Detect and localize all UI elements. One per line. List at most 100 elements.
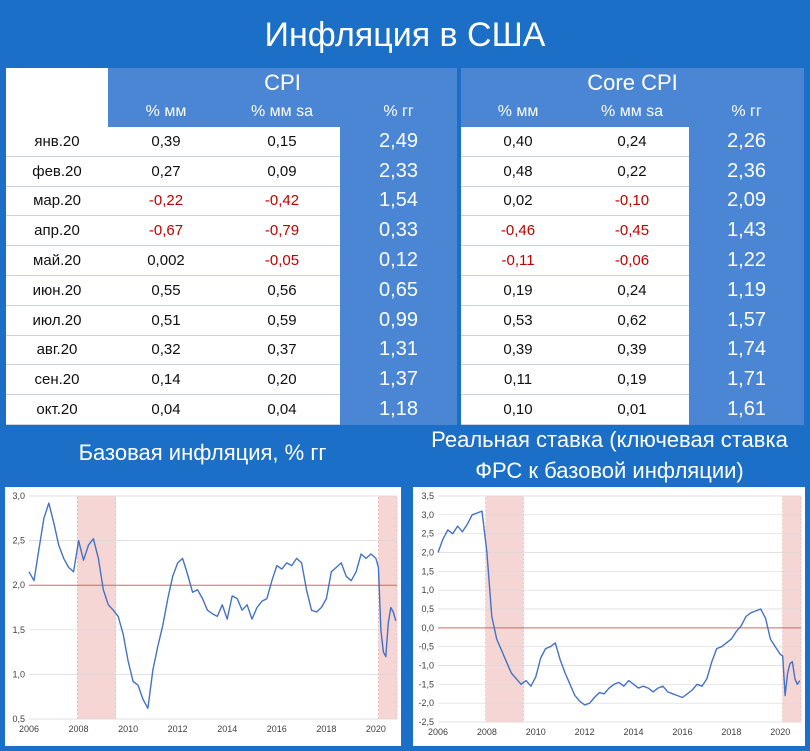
y-tick-label: 0,0: [421, 623, 434, 633]
core-cpi-cell: 2,26: [689, 127, 805, 157]
table-row: май.20 0,002 -0,05 0,12 -0,11 -0,06 1,22: [6, 245, 805, 276]
month-cell: мар.20: [6, 186, 108, 217]
gap-cell: [457, 394, 462, 425]
y-tick-label: 2,5: [421, 529, 434, 539]
y-tick-label: 3,0: [12, 491, 25, 501]
y-tick-label: 2,0: [421, 548, 434, 558]
core-cpi-cell: 2,36: [689, 156, 805, 187]
month-cell: июн.20: [6, 275, 108, 306]
y-tick-label: 0,5: [12, 714, 25, 724]
cpi-cell: 0,37: [224, 335, 340, 366]
core-cpi-cell: 0,39: [461, 335, 576, 366]
cpi-cell: -0,22: [108, 186, 224, 217]
core-cpi-cell: 2,09: [689, 186, 805, 217]
column-header: % мм: [461, 97, 576, 127]
core-cpi-cell: 0,48: [461, 156, 576, 187]
cpi-cell: 0,14: [108, 364, 224, 396]
column-header: % мм: [108, 97, 224, 127]
cpi-cell: 0,55: [108, 275, 224, 306]
x-tick-label: 2010: [526, 727, 546, 737]
gap-cell: [457, 245, 462, 276]
y-tick-label: -1,0: [418, 661, 434, 671]
column-header: % гг: [689, 97, 805, 127]
x-tick-label: 2018: [721, 727, 741, 737]
y-tick-label: 1,5: [12, 625, 25, 635]
gap-cell: [457, 364, 462, 396]
core-cpi-cell: 1,74: [689, 335, 805, 366]
month-cell: май.20: [6, 245, 108, 276]
gap-cell: [457, 275, 462, 306]
core-inflation-chart: 0,5 1,0 1,5 2,0 2,5 3,0 2006 2008 2010 2012 2014 20…: [12, 491, 398, 734]
y-tick-label: 0,5: [421, 604, 434, 614]
month-cell: фев.20: [6, 156, 108, 187]
y-tick-label: 3,5: [421, 491, 434, 501]
core-cpi-cell: 0,39: [575, 335, 690, 366]
x-tick-label: 2008: [477, 727, 497, 737]
core-cpi-cell: -0,46: [461, 215, 576, 247]
cpi-cell: 2,33: [340, 156, 458, 187]
table-row: авг.20 0,32 0,37 1,31 0,39 0,39 1,74: [6, 335, 805, 366]
y-tick-label: 2,0: [12, 580, 25, 590]
y-tick-label: -0,5: [418, 642, 434, 652]
table-row: окт.20 0,04 0,04 1,18 0,10 0,01 1,61: [6, 394, 805, 425]
inflation-table: CPI Core CPI % мм % мм sa % гг % мм % мм…: [6, 68, 805, 425]
x-tick-label: 2016: [672, 727, 692, 737]
y-tick-label: 2,5: [12, 536, 25, 546]
month-cell: апр.20: [6, 215, 108, 247]
y-tick-label: -2,5: [418, 717, 434, 727]
cpi-cell: 0,65: [340, 275, 458, 306]
y-tick-label: 1,5: [421, 566, 434, 576]
month-cell: авг.20: [6, 335, 108, 366]
x-tick-label: 2006: [19, 724, 39, 734]
y-tick-label: 1,0: [12, 669, 25, 679]
y-tick-label: -2,0: [418, 698, 434, 708]
y-tick-label: 3,0: [421, 510, 434, 520]
cpi-cell: 0,12: [340, 245, 458, 276]
cpi-cell: 0,002: [108, 245, 224, 276]
core-cpi-cell: 0,02: [461, 186, 576, 217]
gap-cell: [457, 156, 462, 187]
core-cpi-cell: 1,71: [689, 364, 805, 396]
core-cpi-cell: -0,06: [575, 245, 690, 276]
cpi-cell: -0,67: [108, 215, 224, 247]
core-cpi-cell: -0,45: [575, 215, 690, 247]
y-tick-label: 1,0: [421, 585, 434, 595]
gap-cell: [457, 215, 462, 247]
chart-title-real-rate: Реальная ставка (ключевая ставка ФРС к б…: [431, 427, 788, 483]
cpi-cell: 0,56: [224, 275, 340, 306]
chart-panel-real-rate: -2,5 -2,0 -1,5 -1,0 -0,5 0,0 0,5 1,0 1,5 2,0 2,5 3,…: [413, 487, 805, 746]
chart-title-core-inflation: Базовая инфляция, % гг: [78, 440, 327, 465]
cpi-cell: 2,49: [340, 127, 458, 157]
recession-band: [378, 495, 398, 720]
table-row: мар.20 -0,22 -0,42 1,54 0,02 -0,10 2,09: [6, 186, 805, 217]
core-cpi-cell: 0,24: [575, 275, 690, 306]
core-cpi-cell: 0,22: [575, 156, 690, 187]
gap-cell: [457, 127, 462, 157]
series-line: [28, 502, 397, 710]
cpi-cell: 0,04: [108, 394, 224, 425]
gap-cell: [457, 305, 462, 336]
core-cpi-cell: 1,22: [689, 245, 805, 276]
page-title: Инфляция в США: [264, 16, 546, 54]
column-header: % гг: [340, 97, 458, 127]
cpi-cell: 0,20: [224, 364, 340, 396]
table-row: июн.20 0,55 0,56 0,65 0,19 0,24 1,19: [6, 275, 805, 306]
cpi-cell: 0,32: [108, 335, 224, 366]
real-rate-chart: -2,5 -2,0 -1,5 -1,0 -0,5 0,0 0,5 1,0 1,5 2,0 2,5 3,…: [418, 491, 802, 737]
core-cpi-cell: 0,11: [461, 364, 576, 396]
corner-cell: [6, 68, 108, 97]
cpi-cell: 1,31: [340, 335, 458, 366]
core-cpi-cell: 0,40: [461, 127, 576, 157]
core-cpi-cell: 1,43: [689, 215, 805, 247]
column-header: % мм sa: [224, 97, 340, 127]
group-header-cpi: CPI: [108, 68, 458, 97]
table-row: апр.20 -0,67 -0,79 0,33 -0,46 -0,45 1,43: [6, 215, 805, 247]
column-header: % мм sa: [575, 97, 690, 127]
cpi-cell: 0,59: [224, 305, 340, 336]
core-cpi-cell: 1,57: [689, 305, 805, 336]
core-cpi-cell: -0,10: [575, 186, 690, 217]
cpi-cell: 1,37: [340, 364, 458, 396]
cpi-cell: 1,18: [340, 394, 458, 425]
month-cell: янв.20: [6, 127, 108, 157]
x-tick-label: 2006: [428, 727, 448, 737]
